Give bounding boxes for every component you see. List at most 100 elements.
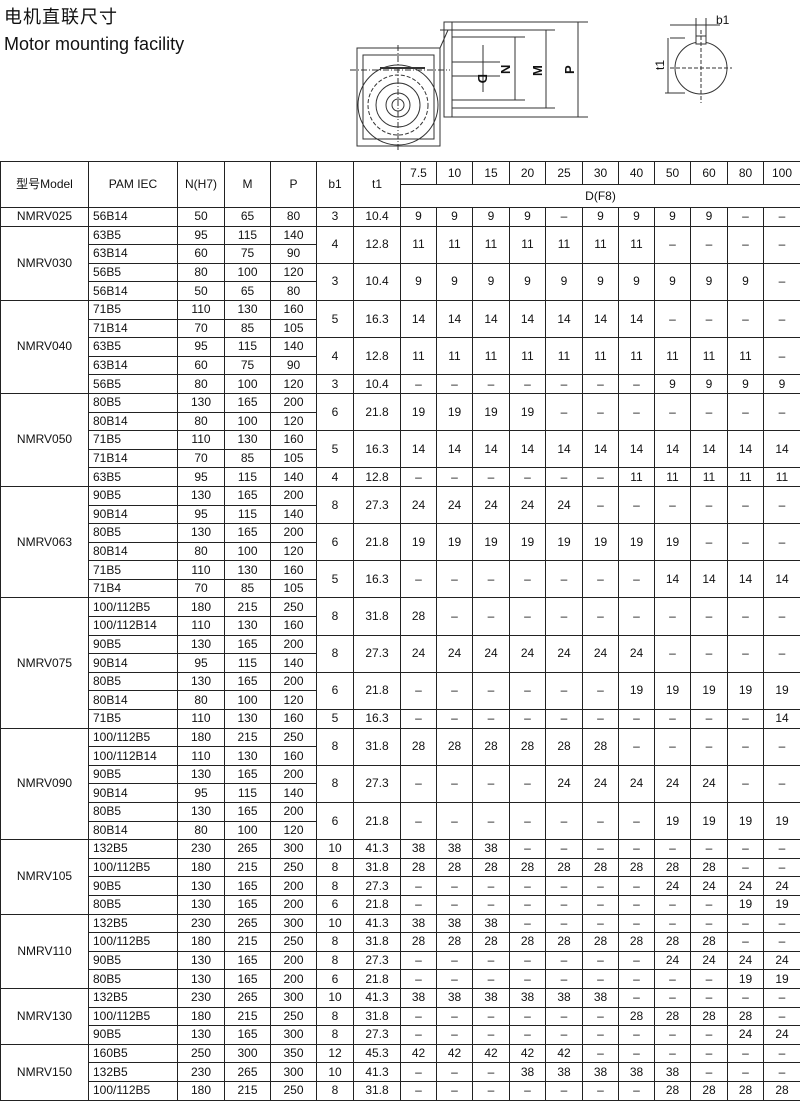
b1-value: 6: [316, 523, 354, 562]
d-value: 9: [545, 262, 583, 301]
n-h7: 180: [177, 932, 225, 952]
d-value: 38: [582, 987, 619, 1008]
p-value: 250: [270, 727, 317, 748]
p-value: 120: [270, 262, 317, 283]
d-value: –: [727, 523, 764, 562]
d-value: 38: [436, 987, 473, 1008]
t1-value: 45.3: [353, 1043, 401, 1064]
t1-value: 31.8: [353, 932, 401, 952]
d-value: 28: [690, 1006, 728, 1027]
pam-iec: 132B5: [88, 987, 178, 1008]
d-value: –: [690, 597, 728, 636]
d-value: –: [690, 987, 728, 1008]
p-value: 160: [270, 709, 317, 729]
d-value: 28: [654, 857, 691, 878]
d-value: 24: [400, 634, 437, 673]
p-value: 200: [270, 523, 317, 543]
n-h7: 95: [177, 504, 225, 525]
b1-value: 8: [316, 1006, 354, 1027]
p-value: 160: [270, 560, 317, 580]
model-name: NMRV090: [0, 727, 89, 841]
p-value: 200: [270, 392, 317, 413]
pam-iec: 80B5: [88, 802, 178, 822]
d-value: –: [763, 1006, 800, 1027]
p-value: 250: [270, 1006, 317, 1027]
d-value: –: [727, 932, 764, 952]
d-value: 9: [472, 262, 510, 301]
pam-iec: 100/112B5: [88, 1080, 178, 1101]
header-t1: t1: [353, 161, 401, 208]
p-value: 140: [270, 504, 317, 525]
pam-iec: 90B5: [88, 1025, 178, 1045]
p-value: 105: [270, 448, 317, 469]
d-value: –: [509, 671, 546, 711]
d-value: 28: [763, 1080, 800, 1101]
p-value: 200: [270, 802, 317, 822]
d-value: 24: [727, 950, 764, 971]
t1-value: 21.8: [353, 392, 401, 432]
d-value: –: [436, 764, 473, 804]
table-row: 71B5 110 130 160 5 16.3 14 14 14 14 14 14 14 14 14 14 14: [1, 430, 800, 469]
d-value: 9: [690, 207, 728, 227]
n-h7: 80: [177, 411, 225, 432]
t1-value: 16.3: [353, 299, 401, 339]
b1-value: 3: [316, 262, 354, 301]
m-value: 85: [224, 448, 271, 469]
label-m: M: [530, 65, 545, 76]
n-h7: 110: [177, 616, 225, 636]
d-value: –: [582, 913, 619, 934]
d-value: –: [545, 597, 583, 636]
d-value: –: [618, 876, 655, 896]
p-value: 300: [270, 1025, 317, 1045]
d-value: –: [400, 894, 437, 915]
pam-iec: 63B14: [88, 244, 178, 264]
model-name: NMRV040: [0, 299, 89, 394]
d-value: 11: [727, 337, 764, 376]
d-value: 28: [727, 1006, 764, 1027]
d-value: –: [727, 634, 764, 673]
b1-value: 10: [316, 839, 354, 859]
table-row: 63B14 60 75 90: [1, 355, 800, 376]
d-value: –: [727, 225, 764, 264]
d-value: –: [400, 969, 437, 989]
d-value: 14: [436, 430, 473, 469]
p-value: 80: [270, 281, 317, 301]
pam-iec: 90B14: [88, 504, 178, 525]
d-value: –: [509, 839, 546, 859]
d-value: 9: [654, 374, 691, 394]
b1-value: 5: [316, 299, 354, 339]
n-h7: 130: [177, 392, 225, 413]
d-value: –: [472, 597, 510, 636]
d-value: 28: [727, 1080, 764, 1101]
d-value: 38: [436, 839, 473, 859]
d-value: –: [727, 299, 764, 339]
d-value: 24: [763, 1025, 800, 1045]
m-value: 115: [224, 653, 271, 673]
n-h7: 50: [177, 207, 225, 227]
d-value: –: [436, 801, 473, 841]
d-value: –: [472, 764, 510, 804]
m-value: 165: [224, 876, 271, 896]
pam-iec: 132B5: [88, 839, 178, 859]
d-value: 14: [400, 299, 437, 339]
d-value: –: [545, 207, 583, 227]
model-name: NMRV150: [0, 1043, 89, 1101]
p-value: 160: [270, 430, 317, 450]
d-value: 28: [400, 932, 437, 952]
d-value: –: [763, 1043, 800, 1064]
d-value: 19: [690, 801, 728, 841]
d-value: 19: [472, 523, 510, 562]
m-value: 65: [224, 281, 271, 301]
n-h7: 130: [177, 876, 225, 896]
d-value: –: [582, 876, 619, 896]
model-name: NMRV110: [0, 913, 89, 989]
d-value: 28: [400, 857, 437, 878]
d-value: –: [654, 392, 691, 432]
d-value: –: [654, 894, 691, 915]
d-value: 38: [472, 987, 510, 1008]
header-ratio: 25: [545, 161, 583, 185]
table-row: 63B5 95 115 140 4 12.8 11 11 11 11 11 11 11 11 11 11–: [1, 337, 800, 376]
t1-value: 41.3: [353, 913, 401, 934]
d-value: –: [436, 950, 473, 971]
m-value: 165: [224, 950, 271, 971]
